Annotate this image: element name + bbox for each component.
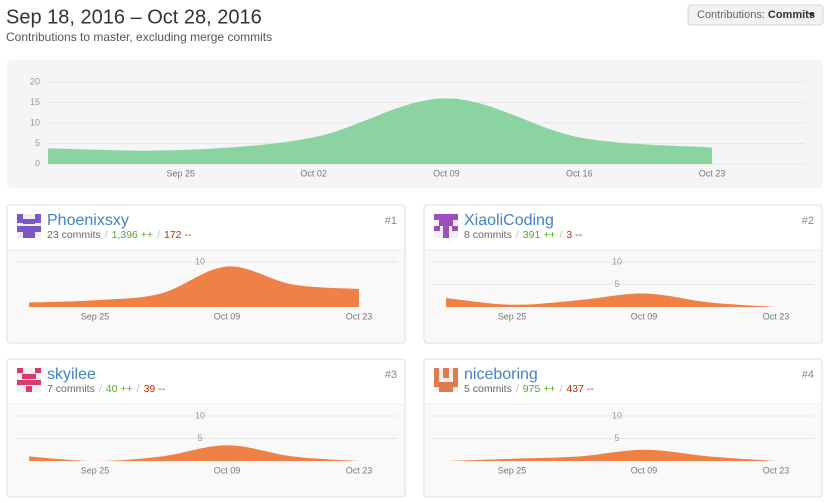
contributor-rank: #3	[385, 369, 397, 381]
x-tick-label: Oct 23	[346, 311, 373, 321]
contributor-stats: 8 commits/391 ++/3 --	[464, 229, 583, 241]
avatar[interactable]	[17, 214, 41, 238]
contributor-stats: 5 commits/975 ++/437 --	[464, 383, 594, 395]
contributor-stats: 23 commits / 1,396 ++ / 172 --	[47, 229, 192, 241]
x-tick-label: Oct 16	[566, 168, 593, 178]
cards: Phoenixsxy #1 23 commits / 1,396 ++ / 172 -- 10…	[6, 204, 823, 498]
contributor-name[interactable]: niceboring	[464, 366, 538, 383]
avatars	[17, 214, 458, 392]
stat-separator: /	[516, 229, 519, 241]
x-tick-label: Sep 25	[498, 465, 527, 475]
contributor-name[interactable]: skyilee	[47, 366, 96, 383]
card-chart-bg	[425, 404, 821, 496]
stat-separator: /	[559, 229, 562, 241]
contributor-stats: 7 commits / 40 ++ / 39 --	[47, 383, 166, 395]
contributor-rank: #1	[385, 215, 397, 227]
y-tick-label: 10	[195, 410, 205, 420]
y-tick-label: 20	[30, 76, 40, 86]
area	[48, 98, 712, 164]
y-tick-label: 15	[30, 97, 40, 107]
stat-separator: /	[99, 383, 102, 395]
commit-count: 7 commits	[47, 383, 95, 395]
stat-separator: /	[157, 229, 160, 241]
dropdown-button[interactable]	[687, 4, 824, 26]
avatar[interactable]	[434, 368, 458, 392]
y-tick-label: 10	[30, 117, 40, 127]
commit-count: 5 commits	[464, 383, 512, 395]
y-tick-label: 10	[612, 410, 622, 420]
additions: 1,396 ++	[112, 229, 153, 241]
area	[446, 449, 776, 461]
x-tick-label: Sep 25	[167, 168, 196, 178]
x-tick-label: Oct 23	[346, 465, 373, 475]
commit-count: 8 commits	[464, 229, 512, 241]
deletions: 39 --	[144, 383, 166, 395]
contributor-card: skyilee #3 7 commits / 40 ++ / 39 -- 5 10 Sep 25 O…	[6, 358, 406, 498]
contributor-card: XiaoliCoding #28 commits/391 ++/3 --510Se…	[423, 204, 823, 344]
x-tick-label: Oct 09	[214, 465, 241, 475]
y-tick-label: 0	[35, 158, 40, 168]
additions: 391 ++	[523, 229, 556, 241]
x-tick-label: Sep 25	[498, 311, 527, 321]
y-tick-label: 10	[612, 256, 622, 266]
x-tick-label: Sep 25	[81, 311, 110, 321]
commit-count: 23 commits	[47, 229, 101, 241]
additions: 975 ++	[523, 383, 556, 395]
deletions: 172 --	[164, 229, 192, 241]
x-tick-label: Oct 09	[214, 311, 241, 321]
contributor-name[interactable]: XiaoliCoding	[464, 212, 554, 229]
contributions-dropdown[interactable]: Contributions: Commits	[687, 4, 824, 26]
y-tick-label: 5	[197, 433, 202, 443]
area	[446, 293, 776, 307]
avatar[interactable]	[17, 368, 41, 392]
contributor-name[interactable]: Phoenixsxy	[47, 212, 129, 229]
x-tick-label: Oct 02	[300, 168, 327, 178]
avatar[interactable]	[434, 214, 458, 238]
x-tick-label: Oct 23	[763, 465, 790, 475]
y-tick-label: 10	[195, 256, 205, 266]
y-tick-label: 5	[614, 433, 619, 443]
dropdown-text[interactable]: Contributions: Commits	[697, 9, 815, 21]
x-tick-label: Oct 23	[763, 311, 790, 321]
x-tick-label: Sep 25	[81, 465, 110, 475]
stat-separator: /	[559, 383, 562, 395]
page-title: Sep 18, 2016 – Oct 28, 2016	[6, 6, 262, 28]
x-tick-label: Oct 09	[631, 465, 658, 475]
dropdown-value: Commits	[768, 9, 815, 21]
x-tick-label: Oct 09	[433, 168, 460, 178]
dropdown-label: Contributions:	[697, 9, 765, 21]
dropdown-caret	[808, 13, 815, 17]
deletions: 3 --	[566, 229, 582, 241]
area	[29, 445, 359, 461]
y-tick-label: 5	[614, 279, 619, 289]
contributor-card: Phoenixsxy #1 23 commits / 1,396 ++ / 172 -- 10…	[6, 204, 406, 344]
stat-separator: /	[137, 383, 140, 395]
x-tick-label: Oct 23	[699, 168, 726, 178]
y-tick-label: 5	[35, 138, 40, 148]
contributor-rank: #4	[802, 369, 814, 381]
stat-separator: /	[105, 229, 108, 241]
x-tick-label: Oct 09	[631, 311, 658, 321]
page-subtitle: Contributions to master, excluding merge…	[6, 30, 272, 44]
contributor-card: niceboring #45 commits/975 ++/437 --510Se…	[423, 358, 823, 498]
area	[29, 266, 359, 307]
deletions: 437 --	[566, 383, 594, 395]
contributor-rank: #2	[802, 215, 814, 227]
stat-separator: /	[516, 383, 519, 395]
additions: 40 ++	[106, 383, 133, 395]
